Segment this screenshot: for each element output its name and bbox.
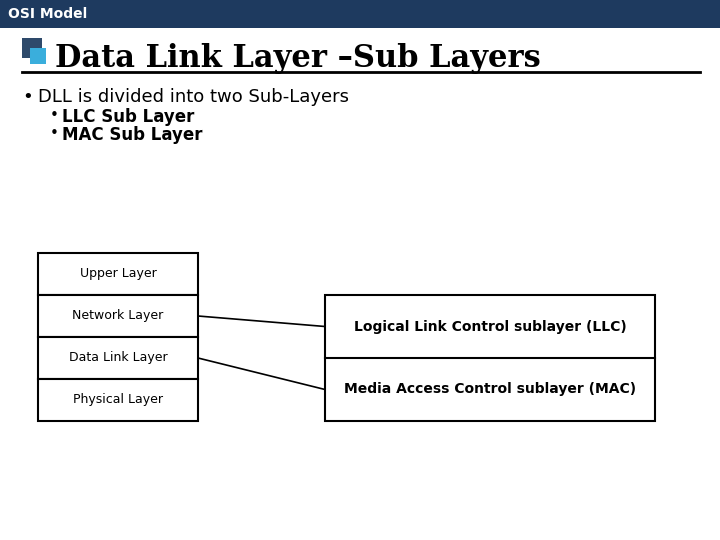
Text: •: • xyxy=(22,88,32,106)
Text: DLL is divided into two Sub-Layers: DLL is divided into two Sub-Layers xyxy=(38,88,349,106)
Text: Data Link Layer: Data Link Layer xyxy=(68,352,167,365)
Text: Logical Link Control sublayer (LLC): Logical Link Control sublayer (LLC) xyxy=(354,320,626,334)
Text: Upper Layer: Upper Layer xyxy=(80,267,156,280)
Bar xyxy=(0,0,720,28)
Text: LLC Sub Layer: LLC Sub Layer xyxy=(62,108,194,126)
Text: OSI Model: OSI Model xyxy=(8,7,87,21)
Bar xyxy=(38,337,198,379)
Text: Data Link Layer –Sub Layers: Data Link Layer –Sub Layers xyxy=(55,43,541,73)
Bar xyxy=(22,38,42,58)
Text: Physical Layer: Physical Layer xyxy=(73,394,163,407)
Text: MAC Sub Layer: MAC Sub Layer xyxy=(62,126,202,144)
Text: Media Access Control sublayer (MAC): Media Access Control sublayer (MAC) xyxy=(344,382,636,396)
Bar xyxy=(30,48,46,64)
Bar xyxy=(38,295,198,337)
Text: •: • xyxy=(50,126,59,141)
Bar xyxy=(325,295,655,421)
Bar xyxy=(38,379,198,421)
Bar xyxy=(38,253,198,295)
Text: Network Layer: Network Layer xyxy=(73,309,163,322)
Text: •: • xyxy=(50,108,59,123)
